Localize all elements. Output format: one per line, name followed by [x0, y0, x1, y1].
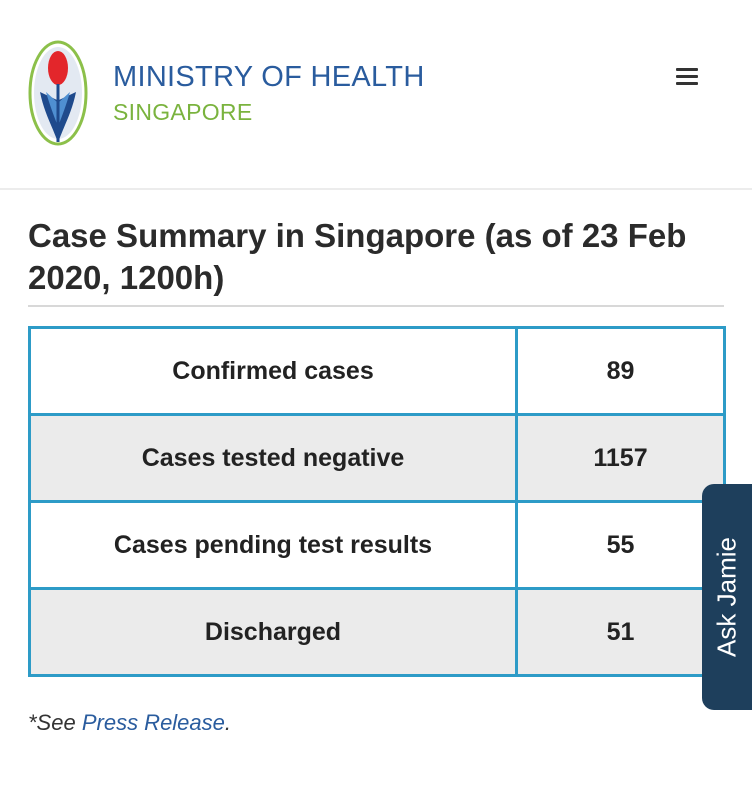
- table-row: Confirmed cases 89: [28, 326, 726, 416]
- case-summary-table: Confirmed cases 89 Cases tested negative…: [28, 326, 726, 677]
- row-value-negative: 1157: [515, 413, 726, 503]
- table-row: Cases pending test results 55: [28, 500, 726, 590]
- page-title: Case Summary in Singapore (as of 23 Feb …: [28, 217, 687, 296]
- row-value-confirmed: 89: [515, 326, 726, 416]
- footnote-suffix: .: [224, 710, 232, 735]
- ask-jamie-button[interactable]: Ask Jamie: [702, 484, 752, 710]
- org-subtitle: SINGAPORE: [113, 99, 253, 125]
- table-row: Cases tested negative 1157: [28, 413, 726, 503]
- row-label-discharged: Discharged: [28, 587, 518, 677]
- moh-logo[interactable]: [28, 40, 88, 146]
- hamburger-menu-icon[interactable]: [672, 64, 702, 90]
- footnote: *See Press Release.: [28, 710, 231, 736]
- title-divider: [28, 305, 724, 307]
- press-release-link[interactable]: Press Release: [81, 710, 225, 735]
- row-value-discharged: 51: [515, 587, 726, 677]
- footnote-prefix: *See: [28, 710, 82, 735]
- row-label-negative: Cases tested negative: [28, 413, 518, 503]
- row-label-pending: Cases pending test results: [28, 500, 518, 590]
- moh-emblem-icon: [28, 40, 88, 146]
- ask-jamie-label: Ask Jamie: [711, 537, 742, 657]
- site-header: MINISTRY OF HEALTH SINGAPORE: [0, 0, 752, 190]
- row-value-pending: 55: [515, 500, 726, 590]
- table-row: Discharged 51: [28, 587, 726, 677]
- row-label-confirmed: Confirmed cases: [28, 326, 518, 416]
- org-name: MINISTRY OF HEALTH: [113, 61, 425, 93]
